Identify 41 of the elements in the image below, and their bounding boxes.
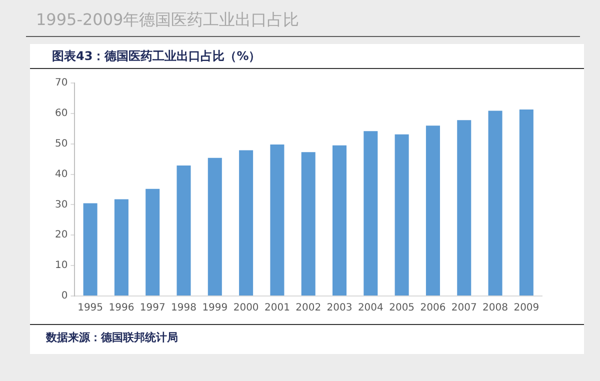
x-tick-label: 1995 xyxy=(78,302,104,314)
x-tick-label: 2005 xyxy=(389,302,415,314)
bar xyxy=(83,203,98,296)
bar xyxy=(176,165,191,296)
x-tick-label: 1997 xyxy=(140,302,166,314)
x-tick-label: 2002 xyxy=(296,302,322,314)
x-tick-label: 2008 xyxy=(482,302,508,314)
y-tick-label: 50 xyxy=(54,138,68,150)
x-tick-label: 2001 xyxy=(264,302,290,314)
bar xyxy=(364,131,378,296)
y-tick-label: 10 xyxy=(54,260,68,272)
bar xyxy=(426,126,440,296)
x-tick-label: 2009 xyxy=(514,302,540,314)
x-tick-label: 2003 xyxy=(326,302,352,314)
x-tick-label: 2000 xyxy=(233,302,259,314)
chart-subtitle: 图表43：德国医药工业出口占比（%） xyxy=(52,48,261,65)
x-tick-label: 1999 xyxy=(202,302,228,314)
bar xyxy=(488,110,502,296)
y-tick-label: 70 xyxy=(54,78,68,89)
y-tick-label: 40 xyxy=(54,168,68,180)
bar xyxy=(146,188,160,296)
y-tick-label: 30 xyxy=(54,199,68,210)
x-tick-label: 2006 xyxy=(420,302,446,314)
x-tick-label: 1998 xyxy=(171,302,196,314)
bar xyxy=(301,152,316,296)
x-tick-label: 1996 xyxy=(108,302,134,314)
chart-title: 1995-2009年德国医药工业出口占比 xyxy=(36,10,300,31)
bar xyxy=(270,144,284,296)
bar xyxy=(239,150,254,296)
bar xyxy=(394,134,409,296)
bar xyxy=(208,158,222,296)
y-tick-label: 0 xyxy=(61,290,68,302)
bar xyxy=(114,199,128,296)
x-tick-label: 2007 xyxy=(451,302,477,314)
y-tick-label: 20 xyxy=(54,230,68,241)
y-tick-label: 60 xyxy=(54,108,68,120)
x-tick-label: 2004 xyxy=(358,302,384,314)
bar xyxy=(332,145,347,296)
bar xyxy=(457,120,472,296)
source-note: 数据来源：德国联邦统计局 xyxy=(46,331,178,344)
bar xyxy=(519,109,534,296)
